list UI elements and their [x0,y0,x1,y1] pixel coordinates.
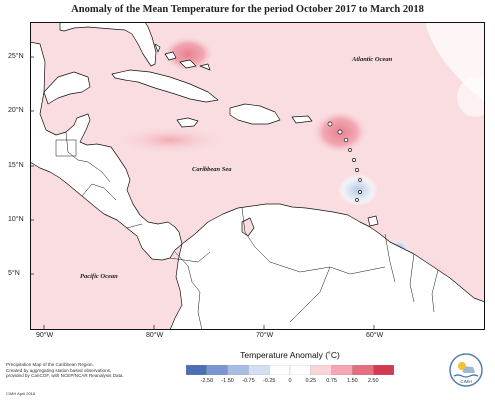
footer-credits: Precipitation Map of the Caribbean Regio… [6,362,166,379]
lon-label-70w: 70°W [256,332,274,339]
lat-label-10n: 10°N [8,216,24,223]
neutral-zone [457,77,485,117]
land-masses [30,22,485,330]
cimh-logo: CIMH [449,353,483,387]
legend-tick-label: 0.75 [326,378,337,384]
inset-box [55,139,77,157]
footer-line: Precipitation Map of the Caribbean Regio… [6,362,94,367]
cool-anomaly-windwards [338,174,378,206]
legend-swatch [352,365,374,375]
warm-anomaly-caribbean [115,126,225,154]
legend-swatch [310,365,332,375]
lat-label-20n: 20°N [8,107,24,114]
legend-tick-label: -0.75 [242,378,255,384]
caribbean-sea-label: Caribbean Sea [192,166,232,173]
legend-swatch [206,365,228,375]
footer-line: provided by CariCOF, with NCEP/NCAR Rean… [6,373,124,379]
map-border [30,22,485,330]
footer-line: Created by aggregating station based obs… [6,367,112,373]
lon-label-90w: 90°W [36,332,54,339]
legend-swatch [289,365,311,375]
legend-tick-label: -1.50 [221,378,234,384]
lat-label-25n: 25°N [8,53,24,60]
legend-swatch [227,365,249,375]
legend-tick-label: -2.50 [200,378,214,384]
logo-cloud-icon [462,366,475,373]
lon-label-80w: 80°W [146,332,164,339]
legend-swatch [331,365,353,375]
temperature-anomaly-map [30,22,485,330]
legend-ticks: -2.50 -1.50 -0.75 -0.25 0 0.25 0.75 1.50 2.50 [186,378,394,388]
warm-anomaly-bahamas [162,36,214,72]
country-borders [65,131,439,330]
legend-swatch [186,365,207,375]
legend-tick-label: 0.25 [305,378,317,384]
atlantic-ocean-label: Atlantic Ocean [352,56,393,63]
map-title: Anomaly of the Mean Temperature for the … [71,4,424,15]
legend-swatch [269,365,291,375]
legend-tick-label: 0 [288,378,292,384]
logo-sun-icon [458,362,466,370]
logo-label: CIMH [460,379,472,384]
legend-tick-label: -0.25 [262,378,276,384]
legend-colorbar [186,365,394,375]
lat-label-5n: 5°N [8,270,20,277]
legend-title: Temperature Anomaly (˚C) [240,350,340,360]
legend-tick-label: 2.50 [367,378,379,384]
legend-swatch [373,365,394,375]
legend-tick-label: 1.50 [347,378,358,384]
lon-label-60w: 60°W [366,332,384,339]
legend-swatch [248,365,270,375]
lat-label-15n: 15°N [8,162,24,169]
footer-date: CIMH April 2018 [6,391,36,396]
pacific-ocean-label: Pacific Ocean [80,273,118,280]
logo-wave-icon [453,374,479,378]
